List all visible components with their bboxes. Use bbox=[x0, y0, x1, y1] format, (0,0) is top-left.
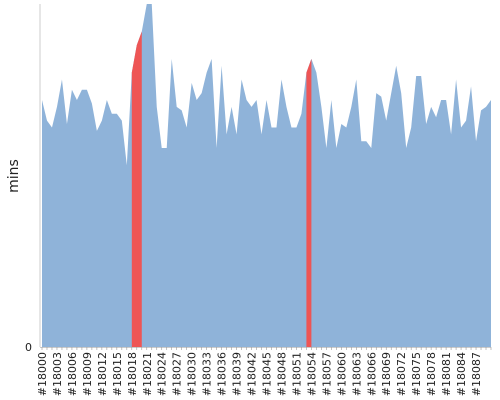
x-tick-label: #18000 bbox=[36, 352, 49, 396]
x-tick-label: #18039 bbox=[231, 352, 244, 396]
x-tick-label: #18027 bbox=[171, 352, 184, 396]
x-tick-label: #18033 bbox=[201, 352, 214, 396]
x-tick-label: #18069 bbox=[380, 352, 393, 396]
x-tick-label: #18006 bbox=[66, 352, 79, 396]
x-tick-label: #18051 bbox=[290, 352, 303, 396]
x-tick-label: #18045 bbox=[261, 352, 274, 396]
series-area bbox=[42, 4, 491, 347]
x-tick-label: #18003 bbox=[51, 352, 64, 396]
plot-area bbox=[42, 4, 491, 347]
x-tick-label: #18048 bbox=[275, 352, 288, 396]
x-tick-label: #18024 bbox=[156, 352, 169, 396]
highlight-range-1 bbox=[131, 31, 142, 347]
x-tick-label: #18012 bbox=[96, 352, 109, 396]
axes bbox=[39, 4, 491, 348]
x-tick-label: #18084 bbox=[455, 352, 468, 396]
x-axis-ticks: #18000 #18003 #18006 #18009 #18012 #18015 #180… bbox=[36, 347, 492, 396]
x-tick-label: #18060 bbox=[335, 352, 348, 396]
x-tick-label: #18054 bbox=[305, 352, 318, 396]
x-tick-label: #18063 bbox=[350, 352, 363, 396]
x-tick-label: #18087 bbox=[470, 352, 483, 396]
x-tick-label: #18057 bbox=[320, 352, 333, 396]
x-tick-label: #18009 bbox=[81, 352, 94, 396]
x-tick-label: #18015 bbox=[111, 352, 124, 396]
x-tick-label: #18072 bbox=[395, 352, 408, 396]
x-tick-label: #18078 bbox=[425, 352, 438, 396]
y-tick-label: 0 bbox=[25, 341, 32, 354]
x-tick-label: #18036 bbox=[216, 352, 229, 396]
x-tick-label: #18021 bbox=[141, 352, 154, 396]
y-axis-label: mins bbox=[6, 159, 22, 193]
y-axis-ticks: 0 bbox=[25, 341, 32, 354]
x-tick-label: #18030 bbox=[186, 352, 199, 396]
x-tick-label: #18081 bbox=[440, 352, 453, 396]
x-tick-label: #18018 bbox=[126, 352, 139, 396]
x-tick-label: #18066 bbox=[365, 352, 378, 396]
x-tick-label: #18042 bbox=[246, 352, 259, 396]
x-tick-label: #18075 bbox=[410, 352, 423, 396]
highlight-range-2 bbox=[306, 58, 312, 347]
